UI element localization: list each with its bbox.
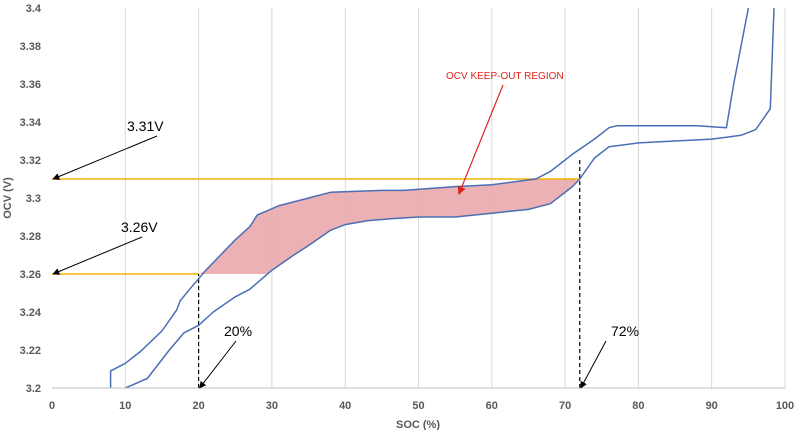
- x-tick-label: 60: [486, 400, 498, 412]
- keep-out-region-label: OCV KEEP-OUT REGION: [446, 71, 564, 82]
- annotation-331v: 3.31V: [127, 118, 164, 134]
- y-tick-label: 3.4: [26, 3, 42, 15]
- y-tick-label: 3.3: [26, 193, 41, 205]
- series-layer: [109, 7, 775, 389]
- x-tick-label: 20: [192, 400, 204, 412]
- keep-out-region-arrow: [457, 84, 504, 195]
- reference-lines: [52, 160, 581, 388]
- x-tick-label: 40: [339, 400, 351, 412]
- annotation-arrow: [199, 340, 237, 389]
- x-tick-label: 30: [266, 400, 278, 412]
- y-tick-label: 3.28: [20, 231, 41, 243]
- y-tick-label: 3.38: [20, 41, 41, 53]
- series-line-1: [109, 7, 750, 388]
- x-tick-label: 50: [412, 400, 424, 412]
- axes: 0 10 20 30 40 50 60 70 80 90 100 3.2 3.22 3.24 3.26 3.2…: [20, 3, 795, 412]
- y-tick-label: 3.36: [20, 79, 41, 91]
- y-tick-label: 3.22: [20, 345, 41, 357]
- keep-out-region: [198, 179, 580, 274]
- annotation-72pct: 72%: [611, 323, 639, 339]
- y-tick-label: 3.2: [26, 383, 41, 395]
- x-tick-label: 90: [706, 400, 718, 412]
- y-tick-label: 3.32: [20, 155, 41, 167]
- y-tick-label: 3.24: [20, 307, 42, 319]
- annotation-arrow: [52, 135, 158, 180]
- x-tick-label: 70: [559, 400, 571, 412]
- x-tick-label: 10: [119, 400, 131, 412]
- annotation-arrow: [52, 236, 143, 275]
- y-axis-title: OCV (V): [2, 177, 14, 219]
- annotation-326v: 3.26V: [121, 219, 158, 235]
- y-tick-label: 3.26: [20, 269, 41, 281]
- x-axis-title: SOC (%): [396, 419, 440, 430]
- annotation-20pct: 20%: [224, 323, 252, 339]
- x-tick-label: 0: [49, 400, 55, 412]
- series-line-2: [125, 7, 775, 389]
- x-tick-label: 100: [776, 400, 794, 412]
- x-tick-label: 80: [632, 400, 644, 412]
- annotation-arrow: [580, 340, 607, 389]
- annotations: 3.31V 3.26V 20% 72% OCV KEEP-OUT REGION: [52, 71, 639, 389]
- keep-out-region-layer: [198, 179, 580, 274]
- y-tick-label: 3.34: [20, 117, 42, 129]
